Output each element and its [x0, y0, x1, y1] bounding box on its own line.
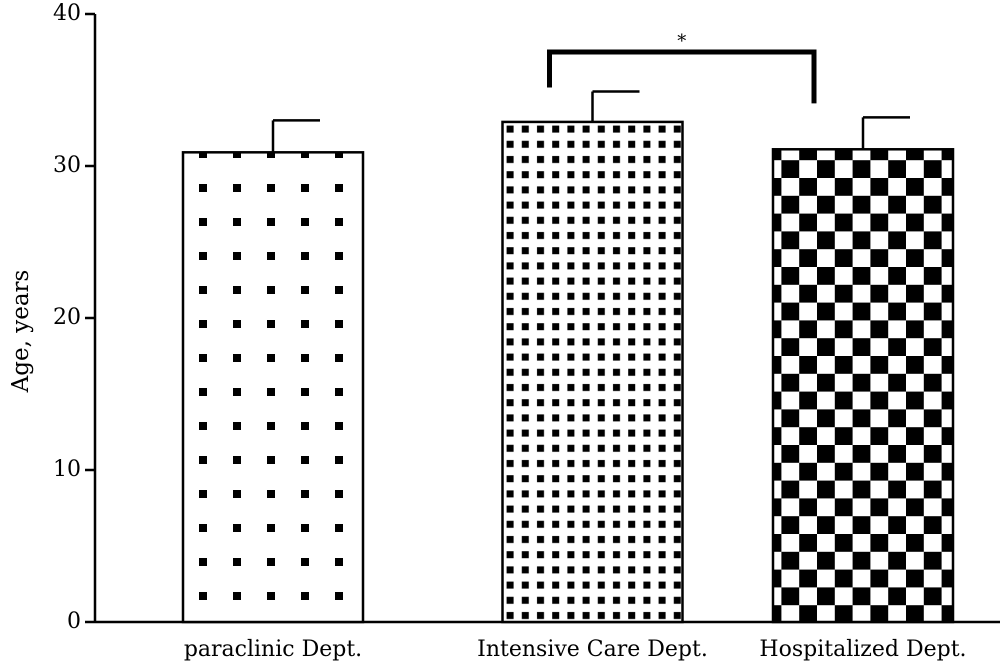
bar-intensive-care [501, 120, 684, 624]
y-tick-label: 20 [53, 305, 81, 330]
y-tick-label: 40 [53, 1, 81, 26]
bar-hospitalized [771, 148, 955, 624]
y-tick-label: 0 [67, 609, 81, 634]
significance-brackets: * [547, 31, 817, 104]
category-labels: paraclinic Dept. Intensive Care Dept. Hosp… [184, 637, 967, 662]
bar-paraclinic [181, 151, 365, 624]
significance-marker: * [677, 31, 686, 52]
y-axis-label: Age, years [8, 270, 34, 394]
y-tick-label: 10 [53, 457, 81, 482]
category-label: Hospitalized Dept. [759, 637, 966, 662]
significance-bracket [547, 49, 817, 104]
category-label: Intensive Care Dept. [477, 637, 708, 662]
y-tick-label: 30 [53, 153, 81, 178]
bars [181, 120, 955, 624]
category-label: paraclinic Dept. [184, 637, 362, 662]
y-axis-ticks: 0 10 20 30 40 [53, 1, 95, 634]
error-bars [271, 90, 910, 153]
